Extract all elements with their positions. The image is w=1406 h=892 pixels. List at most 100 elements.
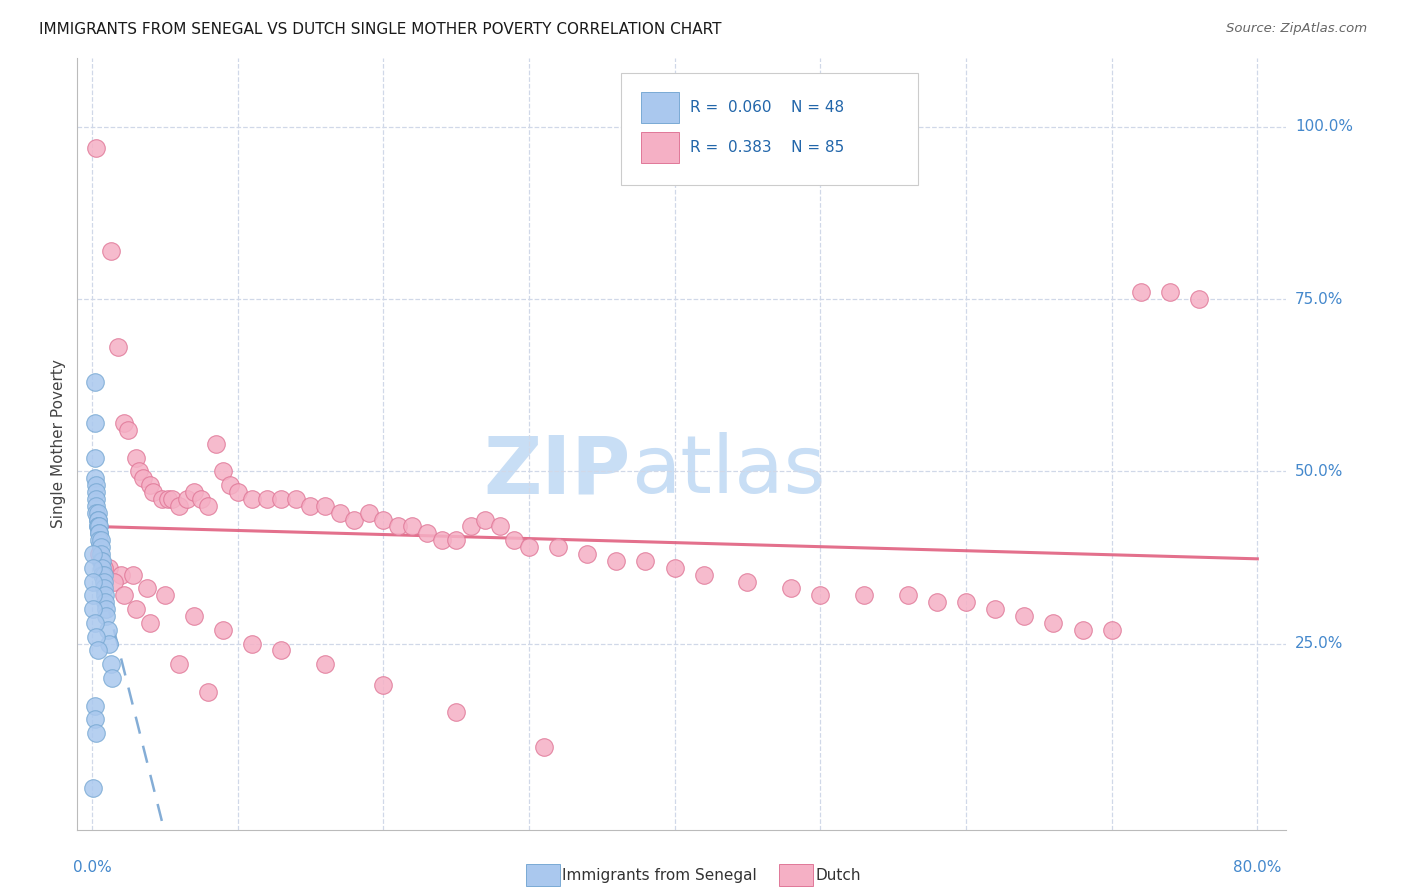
Point [488, 519, 510, 533]
Point [780, 582, 803, 596]
Point [83, 698, 105, 713]
Point [110, 567, 132, 582]
Point [329, 506, 352, 520]
Text: 75.0%: 75.0% [1295, 292, 1343, 307]
Point [474, 512, 496, 526]
Text: 100.0%: 100.0% [1295, 120, 1353, 135]
Point [240, 636, 263, 650]
Point [1042, 615, 1064, 630]
Point [256, 491, 278, 506]
Point [84, 478, 107, 492]
Point [100, 657, 122, 672]
Point [93, 567, 115, 582]
Text: 25.0%: 25.0% [1295, 636, 1343, 651]
Point [1188, 292, 1211, 306]
Point [83, 615, 105, 630]
Text: R =  0.383    N = 85: R = 0.383 N = 85 [690, 140, 845, 155]
Point [101, 671, 124, 685]
Point [183, 609, 205, 624]
Point [373, 512, 395, 526]
Point [190, 491, 212, 506]
Point [82, 547, 104, 561]
Point [94, 595, 117, 609]
Point [112, 588, 135, 602]
Point [128, 464, 150, 478]
Point [89, 526, 111, 541]
FancyBboxPatch shape [621, 73, 918, 186]
Point [89, 519, 111, 533]
Point [89, 533, 111, 548]
Point [91, 561, 114, 575]
Point [103, 574, 125, 589]
Point [90, 547, 112, 561]
Point [93, 561, 115, 575]
Text: atlas: atlas [631, 433, 825, 510]
Point [94, 588, 117, 602]
Point [132, 471, 155, 485]
Point [91, 554, 114, 568]
Point [1129, 285, 1152, 300]
Point [270, 643, 292, 657]
Point [240, 491, 263, 506]
Point [82, 574, 104, 589]
Point [1159, 285, 1181, 300]
Point [169, 657, 191, 672]
Point [82, 781, 104, 796]
Point [121, 567, 143, 582]
Point [169, 499, 191, 513]
Point [87, 519, 110, 533]
Point [98, 561, 121, 575]
Point [503, 533, 526, 548]
Point [112, 416, 135, 430]
Point [547, 540, 569, 554]
Point [87, 519, 110, 533]
Point [444, 533, 467, 548]
Point [984, 602, 1007, 616]
Point [373, 678, 395, 692]
Text: Immigrants from Senegal: Immigrants from Senegal [562, 868, 758, 882]
Point [82, 561, 104, 575]
Text: ZIP: ZIP [484, 433, 631, 510]
Point [176, 491, 198, 506]
Text: 80.0%: 80.0% [1233, 860, 1281, 875]
Point [897, 588, 920, 602]
Point [401, 519, 423, 533]
Point [517, 540, 540, 554]
Point [117, 423, 139, 437]
Point [83, 471, 105, 485]
Point [84, 140, 107, 154]
Point [96, 609, 118, 624]
Point [444, 706, 467, 720]
Point [226, 485, 249, 500]
Point [576, 547, 599, 561]
Point [343, 512, 366, 526]
Point [1101, 623, 1123, 637]
Point [314, 657, 336, 672]
Point [416, 526, 439, 541]
Text: IMMIGRANTS FROM SENEGAL VS DUTCH SINGLE MOTHER POVERTY CORRELATION CHART: IMMIGRANTS FROM SENEGAL VS DUTCH SINGLE … [39, 22, 721, 37]
Point [955, 595, 977, 609]
Point [91, 567, 114, 582]
Point [82, 588, 104, 602]
Point [314, 499, 336, 513]
Point [100, 244, 122, 258]
Point [107, 340, 129, 354]
Text: 50.0%: 50.0% [1295, 464, 1343, 479]
Point [212, 464, 235, 478]
Point [89, 526, 111, 541]
Point [142, 485, 165, 500]
Point [808, 588, 831, 602]
Point [87, 643, 110, 657]
Point [98, 636, 121, 650]
Point [89, 547, 111, 561]
Point [156, 491, 179, 506]
Point [87, 512, 110, 526]
Point [84, 491, 107, 506]
Point [83, 375, 105, 389]
FancyBboxPatch shape [641, 132, 679, 163]
Point [299, 499, 322, 513]
Point [139, 615, 162, 630]
Point [90, 533, 112, 548]
Point [605, 554, 627, 568]
Point [270, 491, 292, 506]
